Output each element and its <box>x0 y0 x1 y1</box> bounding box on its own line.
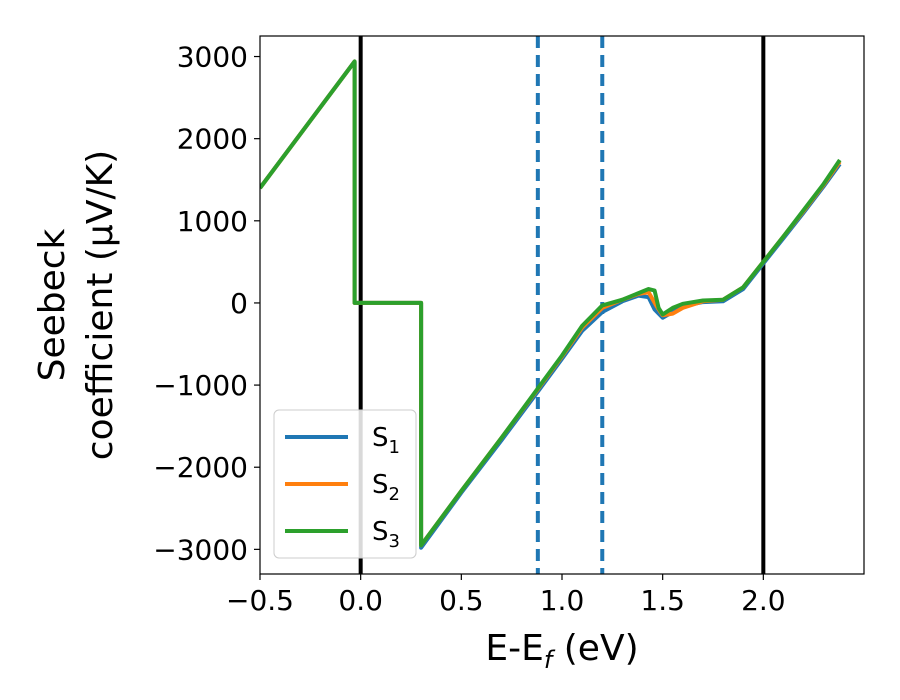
x-tick-label: −0.5 <box>226 584 294 617</box>
y-tick-label: −1000 <box>153 369 248 402</box>
x-tick-label: 0.5 <box>439 584 484 617</box>
y-tick-label: 1000 <box>177 205 248 238</box>
x-tick-label: 2.0 <box>741 584 786 617</box>
x-tick-label: 1.0 <box>540 584 585 617</box>
x-tick-label: 0.0 <box>338 584 383 617</box>
x-tick-label: 1.5 <box>640 584 685 617</box>
y-tick-label: −2000 <box>153 451 248 484</box>
y-tick-label: −3000 <box>153 533 248 566</box>
y-tick-label: 0 <box>230 287 248 320</box>
x-axis-label: E-Ef (eV) <box>485 628 638 674</box>
y-axis-label-line1: Seebeck <box>32 228 73 381</box>
y-tick-label: 3000 <box>177 41 248 74</box>
legend: S1 S2 S3 <box>273 409 417 559</box>
series-line-s3 <box>260 59 842 548</box>
y-tick-label: 2000 <box>177 123 248 156</box>
y-axis-label-line2: coefficient (μV/K) <box>80 150 121 460</box>
legend-label-s1: S1 <box>372 423 400 458</box>
legend-label-s3: S3 <box>372 517 400 552</box>
legend-label-s2: S2 <box>372 470 400 505</box>
